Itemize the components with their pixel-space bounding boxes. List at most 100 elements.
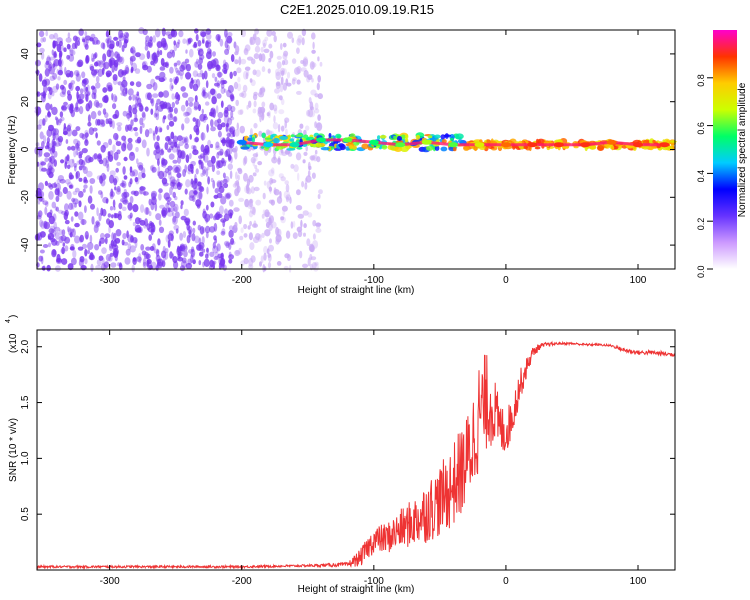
heatmap-cell bbox=[156, 135, 160, 142]
heatmap-cell bbox=[178, 251, 183, 257]
heatmap-cell bbox=[225, 193, 231, 200]
heatmap-cell bbox=[128, 104, 132, 114]
heatmap-cell bbox=[286, 254, 291, 262]
heatmap-cell bbox=[69, 228, 75, 234]
heatmap-cell bbox=[192, 70, 199, 78]
heatmap-cell bbox=[222, 63, 227, 69]
heatmap-cell bbox=[280, 98, 285, 106]
heatmap-cell bbox=[296, 38, 302, 46]
heatmap-cell bbox=[135, 81, 142, 88]
heatmap-cell bbox=[202, 36, 205, 44]
heatmap-cell bbox=[113, 212, 117, 219]
spectrogram-y-ticks: -40 -20 0 20 40 bbox=[20, 48, 675, 252]
heatmap-cell bbox=[268, 43, 273, 49]
heatmap-cell bbox=[305, 125, 310, 131]
heatmap-cell bbox=[77, 146, 81, 152]
heatmap-cell bbox=[108, 43, 115, 49]
heatmap-cell bbox=[312, 233, 316, 240]
heatmap-cell bbox=[118, 39, 122, 48]
heatmap-cell bbox=[228, 127, 234, 132]
heatmap-cell bbox=[129, 126, 134, 132]
heatmap-cell bbox=[248, 264, 254, 269]
heatmap-cell bbox=[140, 204, 145, 213]
heatmap-cell bbox=[129, 178, 133, 185]
heatmap-cell bbox=[122, 233, 127, 240]
heatmap-cell bbox=[306, 76, 311, 83]
heatmap-cell bbox=[316, 203, 322, 210]
heatmap-cell bbox=[51, 90, 55, 97]
heatmap-ridge-point bbox=[500, 142, 511, 148]
heatmap-cell bbox=[56, 258, 62, 265]
heatmap-cell bbox=[131, 169, 139, 177]
colorbar-ticks: 0.0 0.2 0.4 0.6 0.8 bbox=[696, 74, 713, 278]
heatmap-cell bbox=[198, 260, 202, 266]
heatmap-cell bbox=[110, 262, 117, 268]
heatmap-cell bbox=[220, 139, 227, 144]
heatmap-cell bbox=[73, 70, 80, 76]
heatmap-cell bbox=[74, 222, 80, 228]
heatmap-cell bbox=[266, 29, 273, 37]
heatmap-cell bbox=[253, 186, 260, 192]
heatmap-cell bbox=[171, 49, 175, 58]
heatmap-cell bbox=[41, 140, 45, 149]
heatmap-cell bbox=[113, 178, 118, 186]
heatmap-cell bbox=[153, 55, 158, 63]
heatmap-cell bbox=[84, 43, 89, 50]
heatmap-cell bbox=[205, 101, 210, 106]
heatmap-cell bbox=[248, 198, 253, 208]
heatmap-cell bbox=[169, 78, 173, 83]
heatmap-cell bbox=[38, 182, 44, 191]
heatmap-cell bbox=[55, 206, 60, 212]
heatmap-cell bbox=[81, 243, 88, 249]
heatmap-cell bbox=[87, 121, 92, 127]
heatmap-cell bbox=[113, 132, 119, 141]
heatmap-cell bbox=[184, 137, 188, 143]
heatmap-cell bbox=[314, 93, 319, 98]
heatmap-cell bbox=[207, 176, 211, 185]
heatmap-cell bbox=[76, 61, 83, 68]
heatmap-cell bbox=[202, 169, 207, 176]
heatmap-cell bbox=[167, 207, 171, 213]
heatmap-cell bbox=[214, 145, 221, 150]
heatmap-cell bbox=[228, 139, 235, 149]
heatmap-cell bbox=[205, 168, 209, 178]
heatmap-cell bbox=[280, 70, 285, 77]
heatmap-cell bbox=[199, 185, 203, 191]
heatmap-cell bbox=[213, 235, 217, 241]
heatmap-cell bbox=[38, 30, 45, 38]
heatmap-cell bbox=[98, 102, 103, 108]
heatmap-cell bbox=[268, 169, 275, 177]
heatmap-cell bbox=[75, 102, 79, 111]
heatmap-cell bbox=[98, 190, 103, 195]
heatmap-cell bbox=[216, 80, 221, 89]
heatmap-cell bbox=[222, 160, 227, 167]
heatmap-cell bbox=[134, 176, 139, 183]
heatmap-cell bbox=[102, 157, 108, 167]
heatmap-cell bbox=[178, 70, 185, 76]
heatmap-cell bbox=[315, 228, 322, 233]
heatmap-cell bbox=[317, 114, 321, 121]
heatmap-cell bbox=[248, 210, 254, 218]
heatmap-cell bbox=[250, 156, 256, 164]
heatmap-cell bbox=[107, 87, 113, 92]
heatmap-cell bbox=[91, 216, 95, 225]
heatmap-cell bbox=[70, 109, 76, 118]
heatmap-cell bbox=[307, 212, 313, 218]
heatmap-cell bbox=[71, 129, 78, 137]
heatmap-cell bbox=[263, 245, 268, 255]
heatmap-cell bbox=[307, 170, 311, 177]
heatmap-cell bbox=[198, 191, 203, 200]
heatmap-cell bbox=[279, 135, 288, 140]
heatmap-cell bbox=[242, 84, 248, 93]
heatmap-cell bbox=[275, 226, 280, 236]
heatmap-cell bbox=[78, 177, 83, 182]
heatmap-cell bbox=[70, 145, 76, 151]
heatmap-cell bbox=[82, 166, 88, 175]
x-tick-label: 0 bbox=[503, 576, 509, 587]
heatmap-cell bbox=[126, 112, 131, 119]
heatmap-cell bbox=[270, 167, 275, 174]
heatmap-cell bbox=[227, 31, 233, 38]
heatmap-cell bbox=[393, 135, 398, 139]
heatmap-cell bbox=[44, 201, 49, 207]
heatmap-cell bbox=[235, 99, 239, 107]
